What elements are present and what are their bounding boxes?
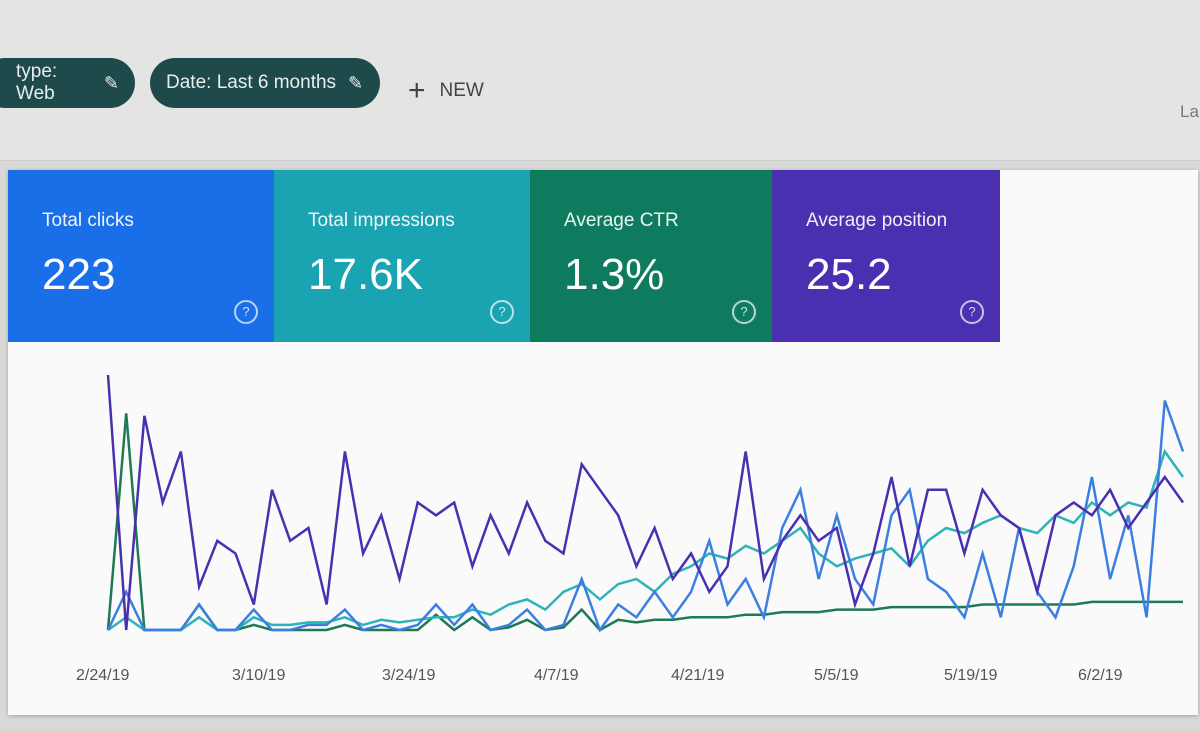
x-tick-label: 2/24/19 xyxy=(76,667,129,684)
plus-icon: + xyxy=(408,74,426,107)
help-icon[interactable]: ? xyxy=(732,300,756,324)
x-tick-label: 3/24/19 xyxy=(382,667,435,684)
performance-card: Total clicks 223 ? Total impressions 17.… xyxy=(8,170,1198,715)
edit-pencil-icon[interactable]: ✎ xyxy=(103,72,119,93)
new-filter-button[interactable]: + NEW xyxy=(408,74,484,108)
metric-tile-average-ctr[interactable]: Average CTR 1.3% ? xyxy=(530,170,772,342)
performance-line-chart: 2/24/19 3/10/19 3/24/19 4/7/19 4/21/19 5… xyxy=(76,374,1185,684)
metric-value: 223 xyxy=(42,250,116,299)
metric-tile-total-clicks[interactable]: Total clicks 223 ? xyxy=(8,170,274,342)
help-icon[interactable]: ? xyxy=(234,300,258,324)
metric-label: Average CTR xyxy=(564,210,679,231)
series-line-total-clicks xyxy=(106,400,1185,633)
new-filter-label: NEW xyxy=(439,80,484,101)
edit-pencil-icon[interactable]: ✎ xyxy=(348,72,364,93)
metric-value: 17.6K xyxy=(308,250,423,299)
metric-value: 25.2 xyxy=(806,250,892,299)
date-filter-label: Date: Last 6 months xyxy=(166,72,337,93)
metric-label: Total clicks xyxy=(42,210,134,231)
metric-tile-average-position[interactable]: Average position 25.2 ? xyxy=(772,170,1000,342)
series-line-average-ctr xyxy=(106,413,1183,632)
x-tick-label: 5/19/19 xyxy=(944,667,997,684)
cutoff-text: La xyxy=(1180,102,1199,121)
metric-label: Total impressions xyxy=(308,210,455,231)
x-tick-label: 4/7/19 xyxy=(534,667,579,684)
x-tick-label: 6/2/19 xyxy=(1078,667,1123,684)
date-filter-chip[interactable]: Date: Last 6 months ✎ xyxy=(150,58,380,108)
metric-label: Average position xyxy=(806,210,948,231)
metric-value: 1.3% xyxy=(564,250,665,299)
x-tick-label: 3/10/19 xyxy=(232,667,285,684)
filter-bar: type: Web ✎ Date: Last 6 months ✎ + NEW … xyxy=(0,0,1200,161)
help-icon[interactable]: ? xyxy=(960,300,984,324)
search-type-filter-chip[interactable]: type: Web ✎ xyxy=(0,58,135,108)
x-tick-label: 4/21/19 xyxy=(671,667,724,684)
search-type-filter-label: type: Web xyxy=(16,61,58,104)
help-icon[interactable]: ? xyxy=(490,300,514,324)
x-tick-label: 5/5/19 xyxy=(814,667,859,684)
series-line-average-position xyxy=(106,374,1185,631)
metric-tile-total-impressions[interactable]: Total impressions 17.6K ? xyxy=(274,170,530,342)
